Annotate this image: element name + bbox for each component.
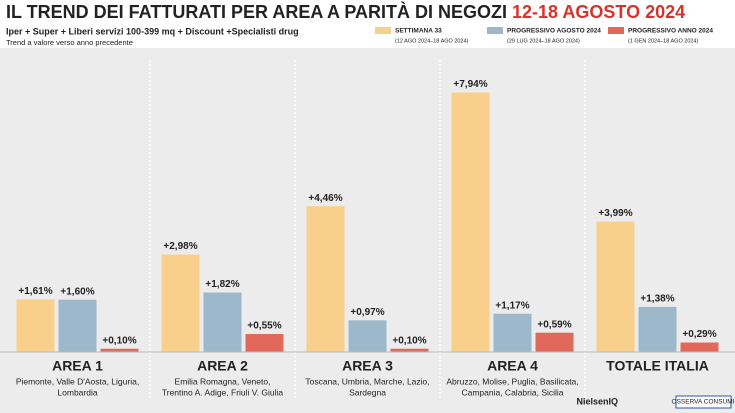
category-regions: Abruzzo, Molise, Puglia, Basilicata, bbox=[446, 376, 578, 386]
chart-title: IL TREND DEI FATTURATI PER AREA A PARITÀ… bbox=[6, 1, 685, 22]
title-main: IL TREND DEI FATTURATI PER AREA A PARITÀ… bbox=[6, 1, 507, 22]
legend-label: SETTIMANA 33 bbox=[395, 28, 442, 35]
legend-label: PROGRESSIVO AGOSTO 2024 bbox=[507, 28, 601, 35]
bar bbox=[203, 292, 242, 352]
bar bbox=[16, 299, 55, 352]
x-tick-label: AREA 1 bbox=[52, 358, 103, 374]
bar bbox=[493, 313, 532, 352]
x-tick-label: TOTALE ITALIA bbox=[606, 358, 709, 374]
bar bbox=[306, 206, 345, 352]
data-label: +0,55% bbox=[247, 321, 281, 332]
category-regions: Toscana, Umbria, Marche, Lazio, bbox=[305, 376, 429, 386]
legend-swatch bbox=[487, 27, 503, 34]
separators bbox=[149, 60, 586, 400]
x-tick-label: AREA 2 bbox=[197, 358, 248, 374]
bar bbox=[348, 320, 387, 352]
data-label: +1,17% bbox=[495, 300, 529, 311]
category-regions: Campania, Calabria, Sicilia bbox=[461, 387, 563, 397]
category-regions: Sardegna bbox=[349, 387, 386, 397]
data-label: +0,97% bbox=[350, 307, 384, 318]
x-tick-label: AREA 3 bbox=[342, 358, 393, 374]
data-label: +1,60% bbox=[60, 286, 94, 297]
legend-swatch bbox=[375, 27, 391, 34]
category-regions: Emilia Romagna, Veneto, bbox=[175, 376, 271, 386]
data-label: +0,29% bbox=[682, 329, 716, 340]
category-regions: Trentino A. Adige, Friuli V. Giulia bbox=[162, 387, 284, 397]
subtitle: Iper + Super + Liberi servizi 100-399 mq… bbox=[6, 26, 299, 36]
data-label: +3,99% bbox=[598, 208, 632, 219]
legend-period: (29 LUG 2024–18 AGO 2024) bbox=[507, 38, 580, 44]
category-regions: Lombardia bbox=[57, 387, 97, 397]
x-tick-label: AREA 4 bbox=[487, 358, 538, 374]
bar bbox=[535, 332, 574, 352]
bar bbox=[100, 348, 139, 352]
bar bbox=[680, 342, 719, 352]
data-label: +4,46% bbox=[308, 193, 342, 204]
data-label: +2,98% bbox=[163, 241, 197, 252]
source-logo: OSSERVA CONSUMI bbox=[672, 399, 735, 406]
bar bbox=[596, 221, 635, 352]
bar bbox=[161, 254, 200, 352]
legend-label: PROGRESSIVO ANNO 2024 bbox=[628, 28, 713, 35]
data-label: +1,82% bbox=[205, 279, 239, 290]
data-label: +0,59% bbox=[537, 319, 571, 330]
bar bbox=[390, 348, 429, 352]
data-label: +0,10% bbox=[102, 335, 136, 346]
category-regions: Piemonte, Valle D'Aosta, Liguria, bbox=[16, 376, 139, 386]
title-highlight: 12-18 AGOSTO 2024 bbox=[512, 2, 685, 22]
source-logo: NielsenIQ bbox=[576, 396, 618, 406]
source-box bbox=[675, 395, 732, 409]
data-label: +0,10% bbox=[392, 335, 426, 346]
bar bbox=[245, 334, 284, 352]
note: Trend a valore verso anno precedente bbox=[6, 38, 133, 47]
legend-swatch bbox=[608, 27, 624, 34]
data-label: +1,61% bbox=[18, 286, 52, 297]
bar bbox=[451, 92, 490, 352]
bar bbox=[58, 299, 97, 352]
data-label: +1,38% bbox=[640, 294, 674, 305]
legend-period: (1 GEN 2024–18 AGO 2024) bbox=[628, 38, 698, 44]
legend-period: (12 AGO 2024–18 AGO 2024) bbox=[395, 38, 469, 44]
data-label: +7,94% bbox=[453, 79, 487, 90]
bar bbox=[638, 306, 677, 352]
